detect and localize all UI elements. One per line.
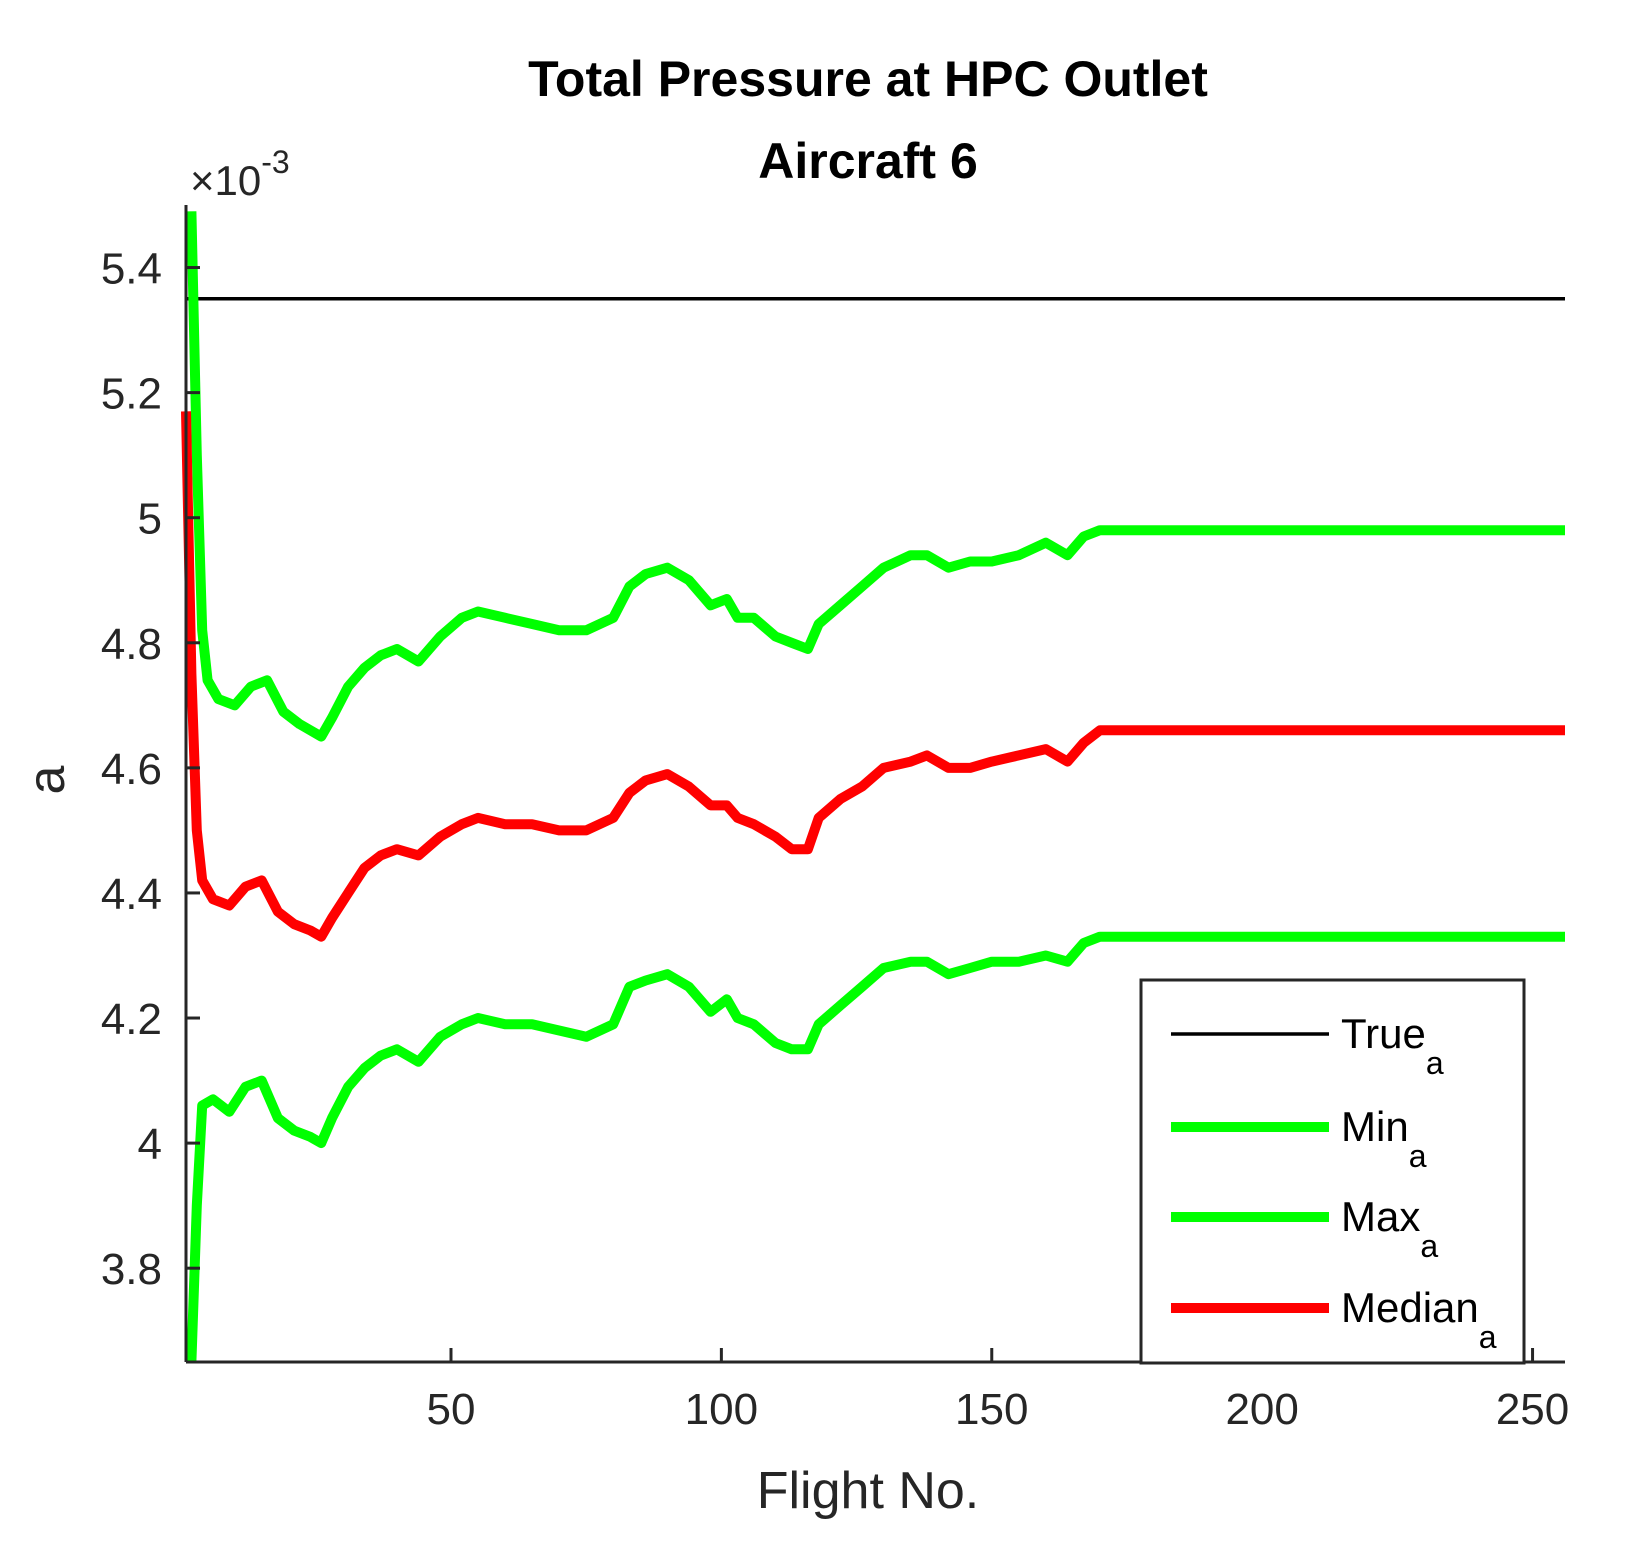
y-tick-label: 4.8 <box>101 620 162 669</box>
legend-label-min: Mina <box>1341 1103 1427 1174</box>
y-axis-label: a <box>18 765 76 794</box>
legend: Truea Mina Maxa Mediana <box>1139 978 1526 1365</box>
y-tick-label: 3.8 <box>101 1245 162 1294</box>
x-tick-label: 250 <box>1496 1385 1569 1434</box>
chart-title: Total Pressure at HPC Outlet <box>528 51 1208 107</box>
y-tick-label: 5.4 <box>101 245 162 294</box>
legend-label-median: Mediana <box>1341 1284 1497 1355</box>
legend-label-max: Maxa <box>1341 1193 1438 1264</box>
y-exponent-power: -3 <box>261 144 289 180</box>
legend-box <box>1139 978 1526 1365</box>
y-tick-label: 4.2 <box>101 995 162 1044</box>
y-tick-label: 4.4 <box>101 870 162 919</box>
axes: 50 100 150 200 250 3.8 4 4.2 4.4 4.6 4.8 5 5.2 5.4 <box>101 205 1569 1434</box>
y-tick-label: 5 <box>138 495 162 544</box>
chart-subtitle: Aircraft 6 <box>758 133 978 189</box>
plot-area <box>181 211 1565 1363</box>
y-tick-label: 5.2 <box>101 370 162 419</box>
series-line-median <box>181 411 1565 942</box>
y-exponent-label: ×10-3 <box>190 144 290 204</box>
y-exponent-base: ×10 <box>190 157 261 204</box>
y-tick-label: 4.6 <box>101 745 162 794</box>
legend-label-true: Truea <box>1341 1010 1444 1081</box>
y-tick-label: 4 <box>138 1120 162 1169</box>
x-tick-label: 100 <box>685 1385 758 1434</box>
x-tick-label: 200 <box>1225 1385 1298 1434</box>
series-line-max <box>186 211 1565 742</box>
series-line-min <box>186 931 1565 1363</box>
x-tick-label: 50 <box>427 1385 476 1434</box>
x-axis-label: Flight No. <box>757 1462 980 1520</box>
x-tick-label: 150 <box>955 1385 1028 1434</box>
